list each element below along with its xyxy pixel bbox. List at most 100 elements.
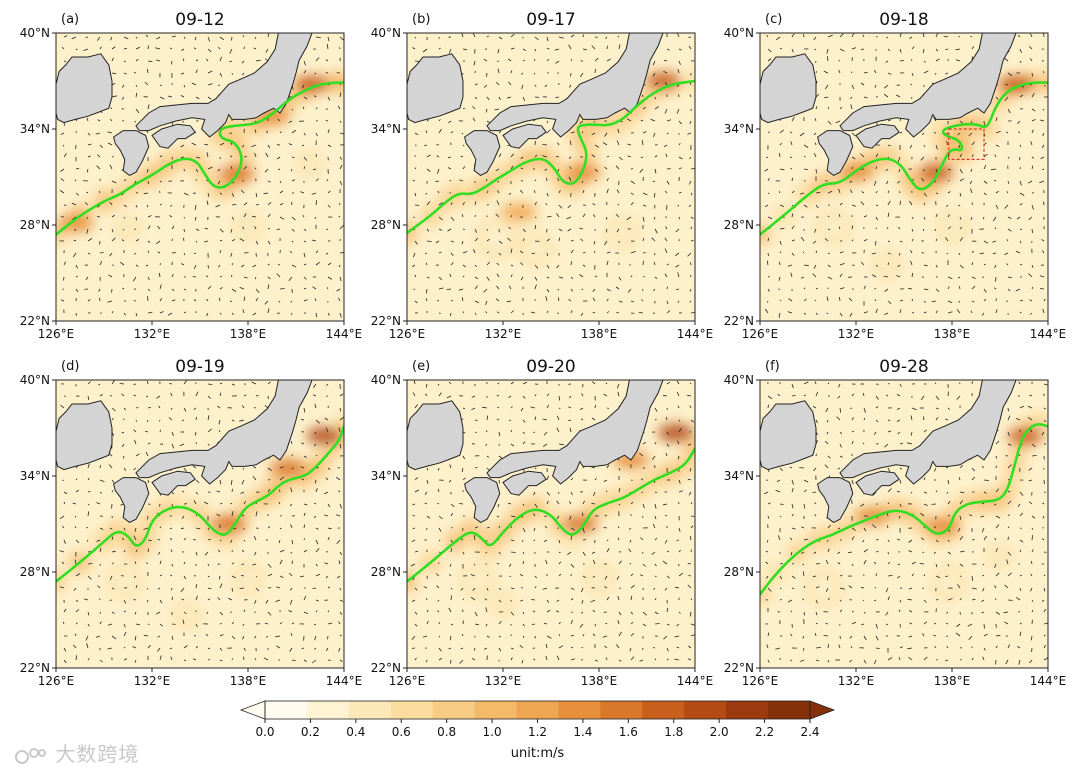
vector-arrow	[791, 487, 794, 493]
vector-arrow	[194, 431, 197, 436]
vector-arrow	[690, 216, 694, 220]
vector-arrow	[946, 491, 949, 494]
vector-arrow	[97, 204, 101, 208]
vector-arrow	[678, 572, 684, 577]
vector-arrow	[204, 240, 209, 243]
vector-arrow	[438, 635, 441, 638]
speed-hotspot	[501, 203, 537, 222]
korea-landmass	[760, 400, 817, 471]
vector-arrow	[1019, 405, 1025, 409]
vector-arrow	[815, 633, 817, 637]
vector-arrow	[195, 391, 199, 397]
vector-arrow	[339, 132, 344, 135]
vector-arrow	[147, 225, 151, 230]
vector-arrow	[767, 216, 773, 220]
vector-arrow	[1007, 216, 1012, 219]
vector-arrow	[447, 228, 452, 232]
vector-arrow	[897, 156, 901, 162]
vector-arrow	[982, 574, 985, 577]
vector-arrow	[267, 611, 272, 616]
vector-arrow	[875, 551, 879, 553]
vector-arrow	[945, 48, 949, 51]
vector-arrow	[159, 180, 162, 183]
vector-arrow	[498, 443, 500, 446]
vector-arrow	[207, 658, 210, 661]
vector-arrow	[1029, 46, 1033, 50]
vector-arrow	[875, 406, 879, 409]
vector-arrow	[242, 35, 245, 38]
vector-arrow	[947, 479, 950, 485]
vector-arrow	[678, 60, 681, 65]
vector-arrow	[522, 551, 525, 555]
vector-arrow	[207, 383, 213, 385]
vector-arrow	[119, 383, 125, 385]
vector-arrow	[315, 154, 317, 158]
vector-arrow	[158, 272, 161, 278]
vector-arrow	[863, 215, 868, 218]
vector-arrow	[642, 94, 644, 98]
vector-arrow	[1043, 298, 1046, 302]
vector-arrow	[412, 527, 416, 529]
vector-arrow	[327, 312, 330, 316]
vector-arrow	[791, 239, 795, 242]
x-tick-label: 132°E	[485, 327, 522, 341]
vector-arrow	[556, 264, 560, 269]
vector-arrow	[910, 250, 913, 254]
vector-arrow	[339, 393, 344, 397]
vector-arrow	[766, 34, 769, 38]
vector-arrow	[849, 635, 853, 639]
vector-arrow	[461, 214, 464, 218]
vector-arrow	[837, 527, 841, 530]
vector-arrow	[267, 144, 271, 149]
vector-arrow	[665, 452, 668, 457]
vector-arrow	[450, 503, 455, 508]
vector-arrow	[275, 599, 281, 602]
vector-arrow	[898, 609, 901, 613]
vector-arrow	[521, 72, 524, 75]
vector-arrow	[327, 503, 331, 508]
vector-arrow	[994, 598, 997, 601]
vector-arrow	[339, 407, 342, 412]
vector-arrow	[664, 539, 668, 544]
vector-arrow	[981, 527, 985, 533]
vector-arrow	[485, 108, 488, 113]
vector-arrow	[970, 216, 973, 220]
vector-arrow	[230, 228, 233, 233]
vector-arrow	[1043, 419, 1047, 423]
vector-arrow	[462, 144, 465, 147]
vector-arrow	[216, 513, 221, 517]
vector-arrow	[243, 296, 246, 302]
vector-arrow	[617, 526, 620, 529]
vector-arrow	[267, 240, 271, 245]
vector-arrow	[678, 479, 681, 484]
vector-arrow	[616, 189, 620, 194]
vector-arrow	[1019, 94, 1024, 98]
vector-arrow	[497, 68, 500, 74]
vector-arrow	[933, 525, 937, 529]
vector-arrow	[570, 131, 575, 134]
vector-arrow	[159, 84, 162, 86]
vector-arrow	[448, 381, 452, 385]
vector-arrow	[121, 239, 125, 242]
vector-arrow	[522, 228, 526, 233]
vector-arrow	[279, 180, 282, 184]
vector-arrow	[767, 48, 772, 53]
vector-arrow	[1030, 141, 1033, 146]
vector-arrow	[592, 633, 596, 637]
vector-arrow	[546, 609, 551, 613]
vector-arrow	[242, 72, 245, 76]
vector-arrow	[654, 155, 658, 158]
vector-arrow	[666, 300, 669, 305]
vector-arrow	[1029, 394, 1033, 397]
vector-arrow	[956, 623, 961, 628]
speed-hotspot	[561, 515, 598, 533]
vector-arrow	[582, 251, 586, 254]
vector-arrow	[522, 48, 526, 51]
vector-arrow	[182, 619, 185, 625]
vector-arrow	[1019, 587, 1022, 591]
vector-arrow	[568, 156, 572, 159]
vector-arrow	[593, 251, 596, 254]
vector-arrow	[642, 106, 646, 110]
vector-arrow	[462, 228, 465, 230]
vector-arrow	[171, 491, 174, 495]
